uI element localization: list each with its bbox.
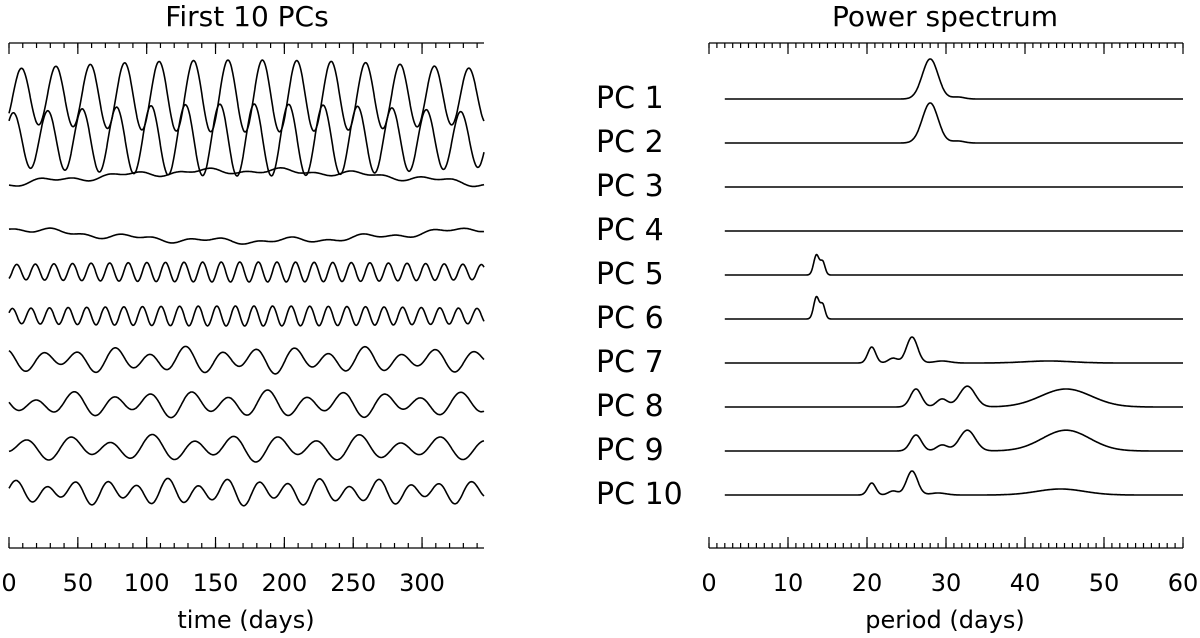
left-tick-label: 100 [124, 569, 170, 597]
spectrum-label-pc-9: PC 9 [596, 433, 664, 468]
pc-timeseries-8 [8, 389, 485, 419]
pc-timeseries-3 [8, 167, 485, 188]
left-bottom-axis [8, 537, 484, 549]
left-curves [8, 59, 485, 507]
pc-timeseries-2 [8, 103, 485, 177]
spectrum-pc-1 [724, 58, 1184, 100]
power-spectrum-panel: Power spectrum 0 10 20 30 40 50 60 PC 1PC 2PC … [596, 0, 1198, 634]
right-chart-title: Power spectrum [832, 0, 1058, 33]
left-tick-label: 300 [399, 569, 445, 597]
left-tick-label: 250 [330, 569, 376, 597]
right-top-axis [708, 42, 1184, 54]
spectrum-pc-5 [724, 253, 1184, 276]
pcs-timeseries-panel: First 10 PCs 0 50 100 150 200 250 300 time (da… [1, 0, 485, 634]
spectrum-pc-10 [724, 470, 1184, 496]
right-tick-label: 20 [852, 569, 883, 597]
pc-timeseries-7 [8, 345, 485, 375]
right-tick-labels: 0 10 20 30 40 50 60 [701, 569, 1198, 597]
left-tick-labels: 0 50 100 150 200 250 300 [1, 569, 445, 597]
right-series-labels: PC 1 PC 2 PC 3 PC 4 PC 5 PC 6 PC 7 PC 8 PC 9 PC 1… [596, 81, 683, 512]
right-tick-label: 60 [1168, 569, 1199, 597]
spectrum-label-pc-4: PC 4 [596, 213, 664, 248]
spectrum-label-pc-3: PC 3 [596, 169, 664, 204]
spectrum-label-pc-1: PC 1 [596, 81, 664, 116]
left-tick-label: 0 [1, 569, 16, 597]
pc-timeseries-4 [8, 227, 485, 245]
left-chart-title: First 10 PCs [165, 0, 328, 33]
spectrum-pc-7 [724, 336, 1184, 364]
right-bottom-axis [708, 537, 1184, 549]
left-tick-label: 200 [261, 569, 307, 597]
spectrum-label-pc-2: PC 2 [596, 125, 664, 160]
pc-timeseries-5 [8, 261, 485, 283]
left-x-axis-label: time (days) [177, 606, 314, 634]
spectrum-label-pc-5: PC 5 [596, 257, 664, 292]
spectrum-label-pc-6: PC 6 [596, 301, 664, 336]
right-x-axis-label: period (days) [865, 606, 1024, 634]
left-top-axis [8, 42, 484, 54]
spectrum-label-pc-8: PC 8 [596, 389, 664, 424]
spectrum-pc-2 [724, 102, 1184, 144]
right-tick-label: 40 [1010, 569, 1041, 597]
spectrum-pc-8 [724, 385, 1184, 408]
spectrum-label-pc-7: PC 7 [596, 345, 664, 380]
right-tick-label: 30 [931, 569, 962, 597]
pc-timeseries-9 [8, 433, 485, 463]
left-tick-label: 150 [193, 569, 239, 597]
pc-timeseries-6 [8, 305, 485, 327]
pc-timeseries-10 [8, 477, 485, 507]
spectrum-label-pc-10: PC 10 [596, 477, 683, 512]
spectrum-pc-9 [724, 429, 1184, 452]
right-curves [724, 58, 1184, 496]
right-tick-label: 10 [773, 569, 804, 597]
pc-timeseries-1 [8, 59, 485, 133]
spectrum-pc-6 [724, 295, 1184, 320]
right-tick-label: 0 [701, 569, 716, 597]
right-tick-label: 50 [1089, 569, 1120, 597]
left-tick-label: 50 [63, 569, 94, 597]
